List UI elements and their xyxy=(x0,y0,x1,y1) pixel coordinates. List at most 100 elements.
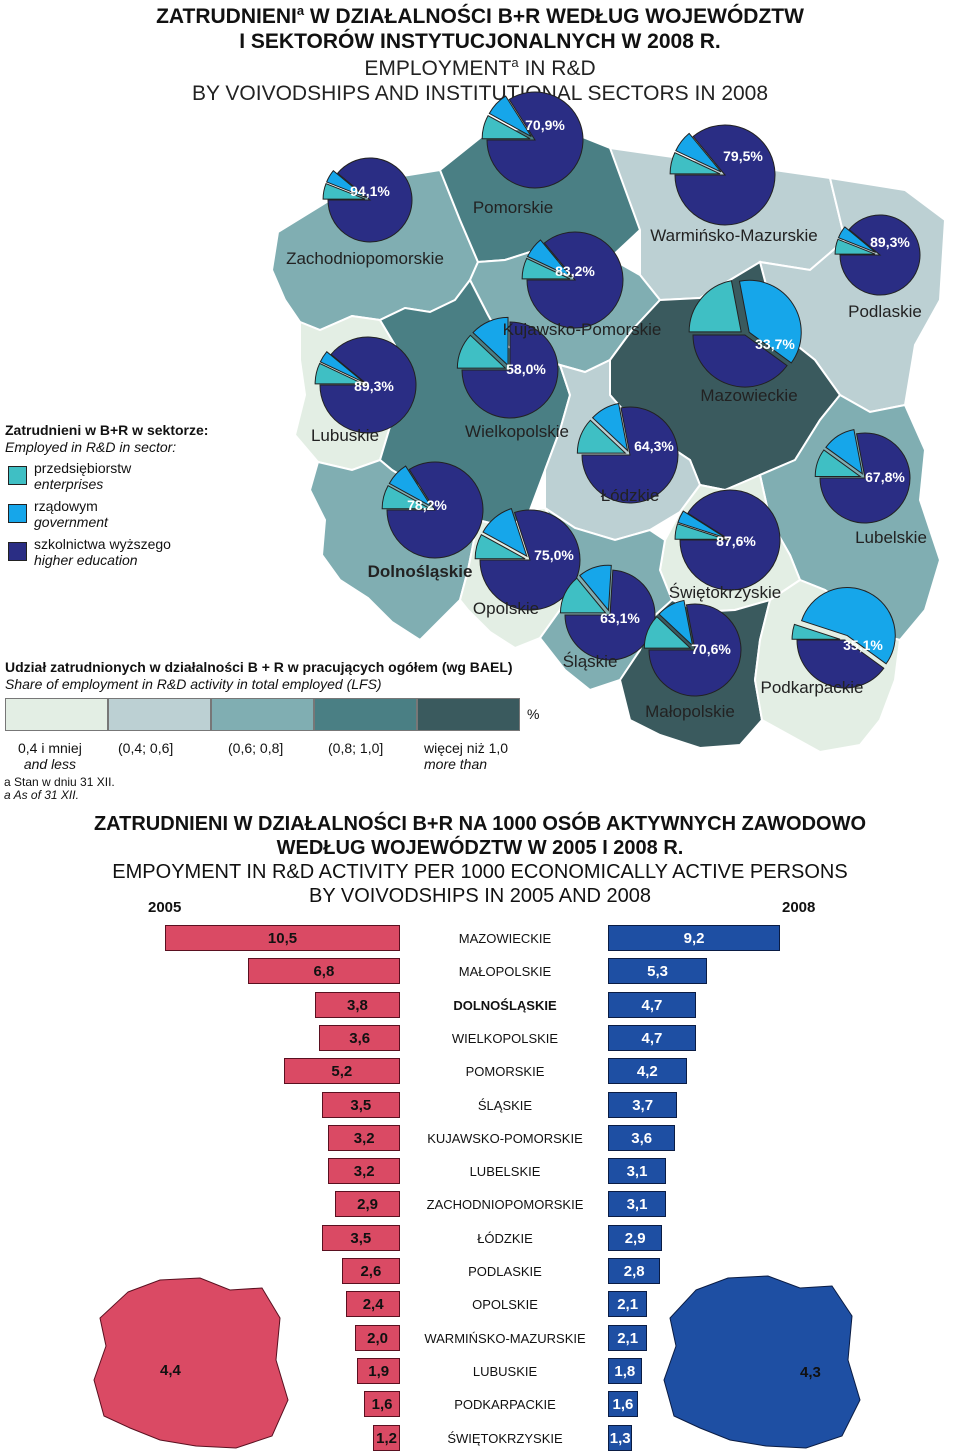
poland-silhouette-2008 xyxy=(663,1275,861,1449)
voivodship-name: POMORSKIE xyxy=(465,1064,545,1080)
bar-2005: 6,8 xyxy=(247,958,400,985)
pie-slice-enterprises xyxy=(481,114,531,140)
bar-2008: 2,1 xyxy=(608,1291,648,1318)
legend-label-en: enterprises xyxy=(34,476,104,492)
pie-pct-label: 89,3% xyxy=(354,378,394,394)
bar-2005: 3,2 xyxy=(328,1158,400,1185)
bar-2008-value: 5,3 xyxy=(647,963,669,981)
share-class-4-label: więcej niż 1,0 more than xyxy=(424,740,509,772)
bar-row: 3,5 ŚLĄSKIE 3,7 xyxy=(0,1091,960,1118)
bar-row: 3,6 WIELKOPOLSKIE 4,7 xyxy=(0,1024,960,1051)
voivodship-name: MAZOWIECKIE xyxy=(458,931,552,946)
bar-row: 6,8 MAŁOPOLSKIE 5,3 xyxy=(0,958,960,985)
title-pl-line1: ZATRUDNIENIa W DZIAŁALNOŚCI B+R WEDŁUG W… xyxy=(156,3,804,28)
bar-2008-value: 2,8 xyxy=(623,1263,645,1280)
voivodship-name: KUJAWSKO-POMORSKIE xyxy=(427,1130,583,1146)
bar-2008: 5,3 xyxy=(608,958,708,985)
pie-pct-label: 83,2% xyxy=(555,263,595,279)
bar-2008: 1,6 xyxy=(608,1391,638,1418)
bar-2005-value: 1,2 xyxy=(376,1429,397,1447)
region-name-label: Wielkopolskie xyxy=(465,422,569,441)
pie-pct-label: 94,1% xyxy=(350,183,390,199)
bars-title-en-2: BY VOIVODSHIPS IN 2005 AND 2008 xyxy=(308,885,652,907)
pie-pct-label: 87,6% xyxy=(716,533,756,549)
pie-slice-enterprises xyxy=(674,523,726,540)
bar-2005: 2,6 xyxy=(341,1258,400,1284)
region-name-label: Świętokrzyskie xyxy=(669,583,781,602)
sector-legend-heading: Zatrudnieni w B+R w sektorze: Employed i… xyxy=(5,422,208,456)
bar-2005-value: 10,5 xyxy=(267,930,298,947)
bar-2005-value: 2,6 xyxy=(360,1263,382,1280)
pie-pct-label: 78,2% xyxy=(407,497,447,513)
region-name-label: Lubelskie xyxy=(855,528,927,547)
bar-row: 2,9 ZACHODNIOPOMORSKIE 3,1 xyxy=(0,1191,960,1218)
pie-slice-government xyxy=(579,564,612,612)
region-name-label: Podkarpackie xyxy=(760,678,863,697)
bar-2005: 3,2 xyxy=(328,1124,400,1151)
pie-slice-government xyxy=(591,402,629,453)
bar-2005: 3,8 xyxy=(314,991,400,1018)
pie-slice-enterprises xyxy=(456,334,507,369)
pie-slice-higher-education xyxy=(674,124,776,226)
bar-2005-value: 2,9 xyxy=(357,1196,378,1214)
pie-slice-enterprises xyxy=(688,280,742,333)
bar-2005: 1,6 xyxy=(364,1391,400,1418)
bar-2008-value: 3,6 xyxy=(631,1129,653,1147)
region-name-label: Opolskie xyxy=(473,599,539,618)
bar-2008-value: 1,6 xyxy=(612,1396,634,1414)
pie-slice-higher-education xyxy=(679,489,781,591)
pie-slice-higher-education xyxy=(692,334,788,388)
pie-slice-higher-education xyxy=(526,231,624,329)
pie-slice-government xyxy=(482,507,528,558)
pie-slice-higher-education xyxy=(581,406,679,504)
bar-2008: 9,2 xyxy=(608,925,781,951)
region-name-label: Kujawsko-Pomorskie xyxy=(503,320,662,339)
pie-slice-higher-education xyxy=(486,91,584,189)
pie-slice-government xyxy=(319,351,365,383)
voivodship-name: WARMIŃSKO-MAZURSKIE xyxy=(424,1330,586,1346)
region-name-label: Lubuskie xyxy=(311,426,379,445)
bar-2005-value: 3,5 xyxy=(350,1096,372,1114)
bar-2005: 3,5 xyxy=(321,1224,400,1251)
poland-map: 94,1% Zachodniopomorskie 70,9% Pomorskie 79,… xyxy=(270,91,947,754)
legend-label: rządowym xyxy=(34,498,98,514)
pie-slice-enterprises xyxy=(381,484,431,510)
voivodship-name: PODKARPACKIE xyxy=(454,1397,556,1413)
title-pl-line2: I SEKTORÓW INSTYTUCJONALNYCH W 2008 R. xyxy=(239,30,721,53)
pie-slice-government xyxy=(738,279,802,364)
region-name-label: Warmińsko-Mazurskie xyxy=(650,226,818,245)
bar-2005-value: 5,2 xyxy=(331,1063,353,1081)
bar-2008-value: 9,2 xyxy=(683,930,705,947)
bar-2008: 4,2 xyxy=(608,1058,687,1085)
footnote-en: a As of 31 XII. xyxy=(4,788,79,802)
bar-2008: 1,8 xyxy=(608,1357,642,1384)
pie-slice-government xyxy=(388,465,432,508)
pie-slice-enterprises xyxy=(834,238,876,255)
region-name-label: Zachodniopomorskie xyxy=(286,249,444,268)
bar-2008: 2,9 xyxy=(608,1224,663,1251)
bar-row: 3,2 LUBELSKIE 3,1 xyxy=(0,1158,960,1185)
pie-slice-higher-education xyxy=(648,603,742,697)
pie-slice-government xyxy=(658,599,694,648)
year-label-2008: 2008 xyxy=(782,899,816,916)
pie-slice-higher-education xyxy=(839,214,921,296)
voivodship-name: ŚLĄSKIE xyxy=(477,1097,533,1113)
bar-2005-value: 1,6 xyxy=(371,1396,393,1414)
bar-row: 1,6 PODKARPACKIE 1,6 xyxy=(0,1391,960,1418)
share-class-3-label: (0,8; 1,0] xyxy=(328,740,384,756)
bar-2008: 2,1 xyxy=(608,1324,648,1351)
share-heading-pl: Udział zatrudnionych w działalności B + … xyxy=(5,659,513,675)
bar-2008: 4,7 xyxy=(608,991,696,1018)
bar-2005-value: 3,2 xyxy=(353,1163,375,1181)
poland-value-2008: 4,3 xyxy=(800,1364,821,1381)
voivodship-name: WIELKOPOLSKIE xyxy=(451,1030,559,1046)
region-name-label: Dolnośląskie xyxy=(368,562,473,581)
pie-pct-label: 67,8% xyxy=(865,469,905,485)
pie-slice-higher-education xyxy=(461,321,559,419)
legend-swatch-enterprises xyxy=(8,466,27,485)
pie-slice-government xyxy=(325,169,367,198)
bar-2008: 4,7 xyxy=(608,1024,696,1051)
pie-slice-enterprises xyxy=(576,419,627,454)
bar-2005-value: 6,8 xyxy=(313,963,335,981)
pie-slice-enterprises xyxy=(521,257,571,280)
